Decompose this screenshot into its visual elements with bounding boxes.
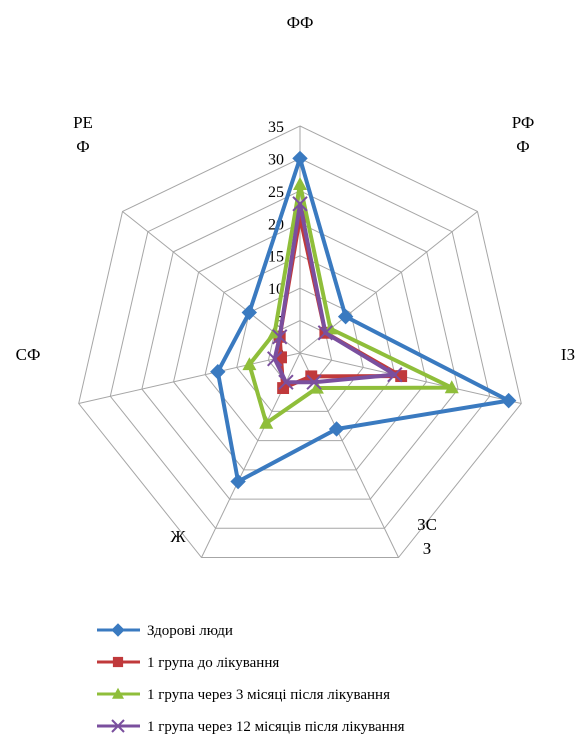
data-point <box>277 382 290 395</box>
category-label-line: З <box>423 539 432 558</box>
category-label: РЕ Ф <box>73 113 93 156</box>
data-point <box>292 150 308 167</box>
data-point <box>241 304 257 321</box>
data-point <box>242 357 257 371</box>
data-point <box>267 351 283 367</box>
category-label-line: Ж <box>170 527 186 546</box>
radial-tick-labels: 05101520253035 <box>268 119 284 363</box>
grid-ring <box>172 222 428 471</box>
tick-label: 25 <box>268 184 284 201</box>
legend-item: Здорові люди <box>97 623 233 639</box>
category-label-line: ФФ <box>287 13 314 32</box>
data-point <box>309 380 324 394</box>
series-0 <box>210 150 517 490</box>
tick-label: 15 <box>268 249 284 266</box>
legend: Здорові люди 1 група до лікування 1 група … <box>97 623 405 735</box>
data-point <box>278 374 294 390</box>
category-label: ФФ <box>287 13 314 32</box>
legend-label: 1 група через 3 місяці після лікування <box>147 687 390 703</box>
data-point <box>500 392 517 409</box>
tick-label: 30 <box>268 151 284 168</box>
legend-marker <box>112 687 124 699</box>
grid-spoke <box>78 352 301 404</box>
tick-label: 35 <box>268 119 284 136</box>
legend-label: 1 група до лікування <box>147 655 279 671</box>
legend-marker <box>111 719 125 733</box>
data-point <box>293 177 307 190</box>
series-3 <box>267 196 403 390</box>
data-point <box>272 329 288 345</box>
legend-label: Здорові люди <box>147 623 233 639</box>
category-labels: ФФ РФ Ф ІЗ ЗС З Ж СФ РЕ Ф <box>16 13 575 558</box>
series-line <box>272 201 397 385</box>
grid-spoke <box>299 352 522 404</box>
data-point <box>210 364 226 380</box>
category-label: Ж <box>170 527 186 546</box>
legend-marker <box>111 623 125 637</box>
legend-label: 1 група через 12 місяців після лікування <box>147 719 405 735</box>
grid-spoke <box>122 211 301 354</box>
grid-ring <box>109 157 491 529</box>
legend-item: 1 група через 12 місяців після лікування <box>97 719 405 735</box>
category-label: ІЗ <box>561 345 575 364</box>
category-label-line: СФ <box>16 345 41 364</box>
category-label: РФ Ф <box>512 113 535 156</box>
data-point <box>292 196 308 212</box>
grid-ring <box>78 125 522 559</box>
data-point <box>306 374 322 390</box>
data-point <box>395 370 408 383</box>
grid-ring <box>141 190 459 500</box>
legend-item: 1 група до лікування <box>97 655 279 671</box>
data-point <box>275 351 287 364</box>
series-2 <box>242 177 459 429</box>
data-point <box>305 370 318 383</box>
category-label-line: РФ <box>512 113 535 132</box>
data-point <box>230 473 246 490</box>
category-label-line: Ф <box>76 137 89 156</box>
category-label: СФ <box>16 345 41 364</box>
category-label-line: Ф <box>516 137 529 156</box>
category-label-line: ІЗ <box>561 345 575 364</box>
legend-item: 1 група через 3 місяці після лікування <box>97 687 390 703</box>
data-point <box>387 366 403 383</box>
grid-ring <box>204 255 396 442</box>
category-label-line: РЕ <box>73 113 93 132</box>
legend-marker <box>112 656 124 668</box>
series-line <box>215 156 511 484</box>
category-label: ЗС З <box>417 515 437 558</box>
data-point <box>444 380 459 394</box>
data-point <box>317 325 334 341</box>
category-label-line: ЗС <box>417 515 437 534</box>
data-point <box>259 415 274 429</box>
data-point <box>328 421 345 437</box>
series-layer <box>210 150 517 490</box>
data-point <box>337 308 354 325</box>
